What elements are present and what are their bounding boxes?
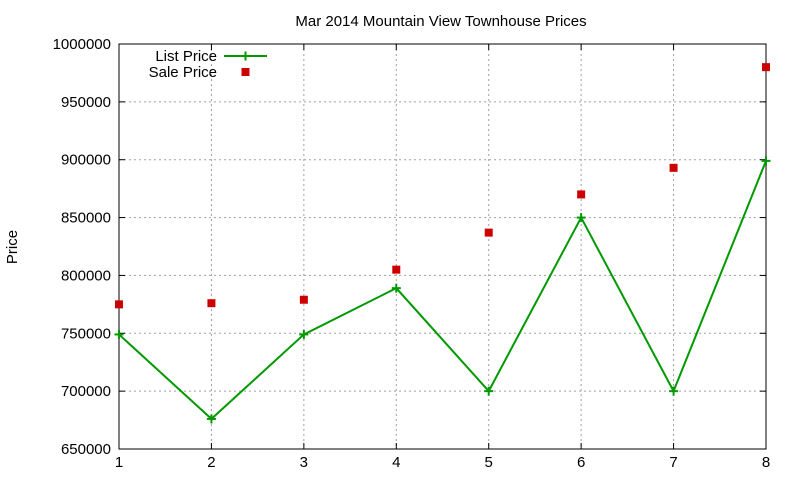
list-price-point	[206, 414, 216, 424]
list-price-point	[576, 213, 586, 223]
y-tick-label: 950000	[61, 94, 111, 111]
sale-price-series	[115, 63, 770, 309]
legend-item-sale-price: Sale Price	[149, 64, 250, 81]
sale-price-point	[484, 228, 493, 237]
y-tick-label: 750000	[61, 325, 111, 342]
y-tick-label: 850000	[61, 210, 111, 227]
x-tick-label: 4	[392, 454, 400, 471]
sale-price-point	[577, 190, 586, 199]
grid-lines	[119, 44, 766, 449]
list-price-point	[761, 156, 771, 166]
list-price-point	[299, 329, 309, 339]
sale-price-point	[299, 295, 308, 304]
list-price-point	[391, 283, 401, 293]
y-axis-label: Price	[4, 230, 21, 264]
list-price-point	[484, 386, 494, 396]
x-tick-label: 8	[762, 454, 770, 471]
legend-item-list-price: List Price	[155, 48, 267, 65]
chart-title: Mar 2014 Mountain View Townhouse Prices	[295, 13, 586, 30]
x-tick-label: 7	[669, 454, 677, 471]
x-tick-label: 6	[577, 454, 585, 471]
y-tick-label: 650000	[61, 441, 111, 458]
sale-price-point	[762, 63, 770, 72]
y-tick-label: 800000	[61, 267, 111, 284]
data-series	[114, 63, 771, 424]
x-tick-label: 2	[207, 454, 215, 471]
plot-frame	[118, 43, 767, 450]
y-tick-label: 1000000	[53, 36, 111, 53]
x-tick-label: 3	[300, 454, 308, 471]
list-price-point	[669, 386, 679, 396]
plot-border	[118, 43, 767, 450]
x-tick-label: 5	[485, 454, 493, 471]
sale-price-point	[669, 163, 678, 172]
y-tick-label: 900000	[61, 152, 111, 169]
list-price-point	[114, 329, 124, 339]
legend-label: List Price	[155, 48, 217, 65]
x-tick-label: 1	[115, 454, 123, 471]
legend-marker	[241, 68, 250, 76]
sale-price-point	[115, 300, 123, 309]
legend-marker	[241, 51, 250, 61]
tick-labels: 650000 700000 750000 800000 850000 900000 9500…	[53, 36, 771, 471]
list-price-line	[118, 160, 767, 421]
sale-price-point	[207, 299, 216, 308]
list-price-series	[114, 156, 771, 424]
y-tick-label: 700000	[61, 383, 111, 400]
sale-price-point	[392, 265, 401, 274]
legend-label: Sale Price	[149, 64, 217, 81]
